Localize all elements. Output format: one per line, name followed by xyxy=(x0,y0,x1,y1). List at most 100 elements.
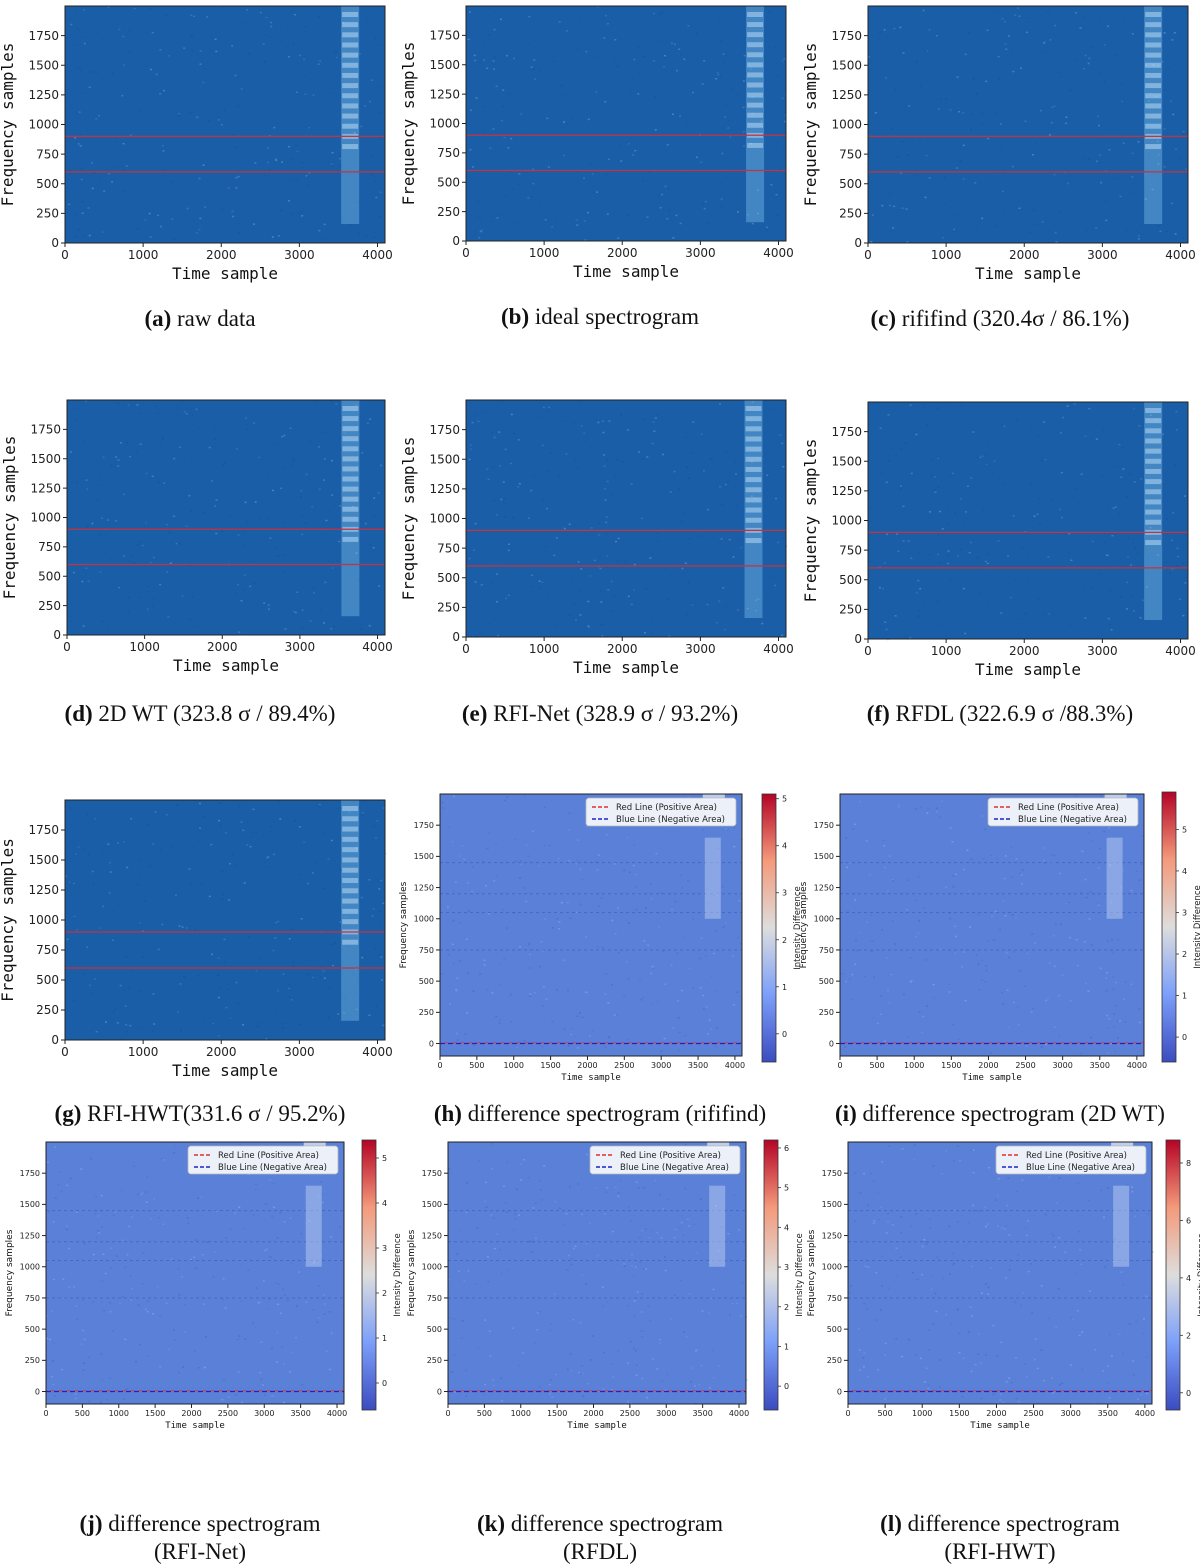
plot-area xyxy=(440,794,742,1056)
legend-red-label: Red Line (Positive Area) xyxy=(1018,803,1119,813)
panel-j: 0 500 1000 1500 2000 2500 3000 3500 400002505007… xyxy=(5,1139,403,1431)
y-axis-label: Frequency samples xyxy=(399,881,409,968)
y-axis-label: Frequency samples xyxy=(407,1229,417,1316)
y-tick-label: 1000 xyxy=(28,913,59,927)
x-tick-label: 2000 xyxy=(207,640,238,654)
colorbar-tick-label: 0 xyxy=(1182,1033,1187,1042)
y-axis-label: Frequency samples xyxy=(799,881,809,968)
legend-red-label: Red Line (Positive Area) xyxy=(620,1151,721,1161)
y-tick-label: 1250 xyxy=(28,88,59,102)
x-tick-label: 0 xyxy=(462,246,470,260)
x-tick-label: 1000 xyxy=(912,1409,932,1418)
pulse-signal xyxy=(746,6,765,223)
caption-text: difference spectrogram (2D WT) xyxy=(862,1101,1165,1126)
x-axis-label: Time sample xyxy=(975,264,1081,283)
y-tick-label: 1250 xyxy=(414,883,434,892)
colorbar-tick-label: 4 xyxy=(1182,867,1187,876)
colorbar-tick-label: 4 xyxy=(1186,1274,1191,1283)
y-axis-label: Frequency samples xyxy=(0,838,17,1002)
legend-blue-label: Blue Line (Negative Area) xyxy=(620,1163,729,1173)
x-tick-label: 2500 xyxy=(614,1061,634,1070)
y-tick-label: 500 xyxy=(437,175,460,189)
panel-e: 0 1000 2000 3000 4000 0 250 500 750 1000 1250 1500 1… xyxy=(399,399,794,677)
y-tick-label: 500 xyxy=(25,1325,40,1334)
colorbar-tick-label: 1 xyxy=(784,1342,789,1351)
colorbar-tick-label: 1 xyxy=(382,1334,387,1343)
colorbar-label: Intensity Difference xyxy=(393,1233,403,1317)
x-tick-label: 4000 xyxy=(1165,248,1196,262)
y-tick-label: 250 xyxy=(36,207,59,221)
caption-text-line2: (RFI-Net) xyxy=(154,1539,246,1564)
caption-text: difference spectrogram xyxy=(510,1511,724,1536)
x-axis-label: Time sample xyxy=(172,1061,278,1080)
x-tick-label: 0 xyxy=(864,248,872,262)
caption-letter: (d) xyxy=(64,701,93,726)
y-tick-label: 1750 xyxy=(20,1169,40,1178)
x-tick-label: 500 xyxy=(469,1061,484,1070)
plot-frame xyxy=(45,1141,345,1405)
y-axis-label: Frequency samples xyxy=(801,439,820,603)
y-tick-label: 750 xyxy=(38,540,61,554)
x-tick-label: 500 xyxy=(877,1409,892,1418)
x-tick-label: 3000 xyxy=(284,1045,315,1059)
colorbar-tick-label: 0 xyxy=(382,1379,387,1388)
y-axis-label: Frequency samples xyxy=(399,437,418,601)
pulse-signal xyxy=(707,1142,730,1267)
y-tick-label: 1750 xyxy=(822,1169,842,1178)
y-tick-label: 1000 xyxy=(20,1263,40,1272)
x-tick-label: 3500 xyxy=(290,1409,310,1418)
y-axis-label: Frequency samples xyxy=(0,436,19,600)
x-tick-label: 0 xyxy=(61,248,69,262)
x-tick-label: 3500 xyxy=(1098,1409,1118,1418)
x-tick-label: 1000 xyxy=(511,1409,531,1418)
colorbar-label: Intensity Difference xyxy=(1193,885,1200,969)
x-tick-label: 4000 xyxy=(1127,1061,1147,1070)
x-tick-label: 2000 xyxy=(206,248,237,262)
x-tick-label: 2000 xyxy=(607,246,638,260)
colorbar-tick-label: 5 xyxy=(1182,825,1187,834)
y-tick-label: 1000 xyxy=(28,118,59,132)
plot-area xyxy=(67,400,385,635)
y-tick-label: 1750 xyxy=(422,1169,442,1178)
x-tick-label: 3500 xyxy=(1090,1061,1110,1070)
y-tick-label: 1750 xyxy=(831,29,862,43)
x-tick-label: 4000 xyxy=(1165,644,1196,658)
colorbar-label: Intensity Difference xyxy=(793,886,803,970)
colorbar-tick-label: 1 xyxy=(782,983,787,992)
colorbar-tick-label: 4 xyxy=(382,1199,387,1208)
pulse-signal xyxy=(702,794,725,919)
colorbar: 0 1 2 3 4 5 Intensity Difference xyxy=(361,1139,403,1411)
panel-h: 0 500 1000 1500 2000 2500 3000 3500 400002505007… xyxy=(399,793,803,1083)
y-tick-label: 1250 xyxy=(814,883,834,892)
x-tick-label: 2500 xyxy=(1015,1061,1035,1070)
legend: Red Line (Positive Area) Blue Line (Negat… xyxy=(987,797,1139,827)
y-tick-label: 750 xyxy=(437,146,460,160)
y-tick-label: 0 xyxy=(452,234,460,248)
x-tick-label: 1000 xyxy=(931,644,962,658)
caption-f: (f) RFDL (322.6.9 σ /88.3%) xyxy=(800,700,1200,728)
x-tick-label: 3000 xyxy=(254,1409,274,1418)
y-axis-label: Frequency samples xyxy=(5,1229,15,1316)
y-tick-label: 1500 xyxy=(20,1200,40,1209)
y-tick-label: 1500 xyxy=(831,58,862,72)
legend-red-label: Red Line (Positive Area) xyxy=(1026,1151,1127,1161)
y-tick-label: 1750 xyxy=(814,821,834,830)
x-tick-label: 3000 xyxy=(285,640,316,654)
legend: Red Line (Positive Area) Blue Line (Negat… xyxy=(585,797,737,827)
colorbar-tick-label: 6 xyxy=(1186,1216,1191,1225)
colorbar-gradient xyxy=(763,1139,779,1411)
caption-text: RFDL (322.6.9 σ /88.3%) xyxy=(895,701,1134,726)
x-tick-label: 0 xyxy=(61,1045,69,1059)
x-tick-label: 3000 xyxy=(1052,1061,1072,1070)
panel-f: 0 1000 2000 3000 4000 0 250 500 750 1000 1250 1500 1… xyxy=(801,401,1196,679)
x-tick-label: 3000 xyxy=(685,246,716,260)
legend-blue-label: Blue Line (Negative Area) xyxy=(1026,1163,1135,1173)
y-tick-label: 750 xyxy=(839,147,862,161)
caption-text: raw data xyxy=(177,306,256,331)
x-tick-label: 500 xyxy=(869,1061,884,1070)
y-tick-label: 1000 xyxy=(429,117,460,131)
x-tick-label: 1500 xyxy=(547,1409,567,1418)
x-axis-label: Time sample xyxy=(970,1421,1030,1431)
colorbar-tick-label: 5 xyxy=(782,795,787,804)
x-tick-label: 1000 xyxy=(129,640,160,654)
